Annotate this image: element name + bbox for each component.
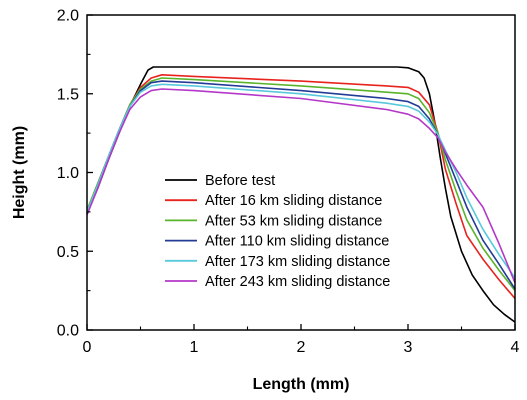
legend-label-5: After 173 km sliding distance [205, 254, 390, 270]
x-tick-label: 2 [297, 339, 306, 356]
legend: Before test After 16 km sliding distance A… [165, 173, 390, 290]
y-tick-label: 0.0 [57, 323, 79, 340]
legend-label-1: Before test [205, 173, 275, 189]
x-tick-label: 0 [83, 339, 92, 356]
y-axis-title: Height (mm) [11, 126, 28, 219]
series-lines [86, 66, 516, 323]
legend-label-3: After 53 km sliding distance [205, 213, 382, 229]
series-line-5 [86, 83, 516, 279]
x-tick-label: 4 [511, 339, 520, 356]
axis-tick-labels: 0 1 2 3 4 0.0 0.5 1.0 1.5 2.0 [57, 8, 520, 357]
y-tick-label: 0.5 [57, 244, 79, 261]
x-axis-title: Length (mm) [253, 376, 350, 393]
legend-label-4: After 110 km sliding distance [205, 234, 389, 250]
legend-label-6: After 243 km sliding distance [205, 274, 390, 290]
axis-ticks [86, 14, 516, 331]
x-tick-label: 3 [404, 339, 413, 356]
y-tick-label: 2.0 [57, 8, 79, 25]
x-tick-label: 1 [190, 339, 199, 356]
y-tick-label: 1.0 [57, 165, 79, 182]
y-tick-label: 1.5 [57, 86, 79, 103]
series-line-6 [86, 88, 516, 284]
legend-label-2: After 16 km sliding distance [205, 193, 382, 209]
